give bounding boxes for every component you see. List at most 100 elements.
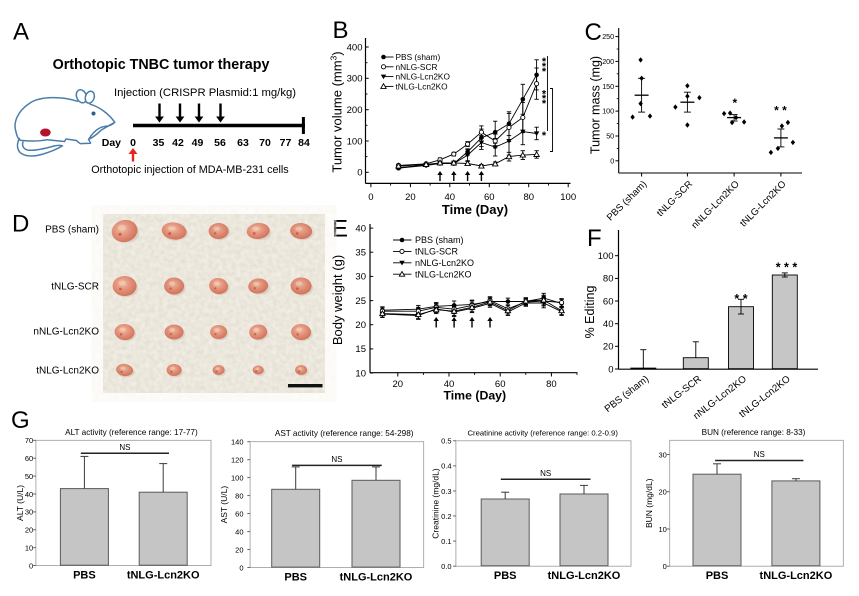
svg-text:tNLG-SCR: tNLG-SCR [51,282,99,293]
svg-text:80: 80 [523,192,534,203]
svg-text:tNLG-Lcn2KO: tNLG-Lcn2KO [396,81,449,91]
svg-text:0: 0 [610,156,614,165]
svg-text:*: * [542,98,547,110]
svg-text:0: 0 [239,563,243,572]
svg-text:tNLG-Lcn2KO: tNLG-Lcn2KO [36,366,99,377]
svg-text:20: 20 [235,545,243,554]
svg-text:Day: Day [102,137,121,149]
svg-text:PBS: PBS [73,570,96,582]
svg-text:*: * [542,66,547,78]
svg-text:tNLG-Lcn2KO: tNLG-Lcn2KO [415,269,472,279]
svg-text:60: 60 [495,379,506,390]
svg-text:Creatinine activity (reference: Creatinine activity (reference range: 0.… [467,428,618,437]
svg-text:nNLG-Lcn2KO: nNLG-Lcn2KO [396,72,451,82]
svg-text:50: 50 [606,132,614,141]
svg-text:ALT (U/L): ALT (U/L) [15,485,25,521]
svg-text:BUN (mg/dL): BUN (mg/dL) [644,478,654,528]
svg-text:*: * [542,61,547,73]
svg-text:Injection (CRISPR Plasmid:1 mg: Injection (CRISPR Plasmid:1 mg/kg) [114,87,296,99]
svg-text:42: 42 [172,137,184,149]
svg-text:0.3: 0.3 [441,487,451,496]
svg-text:40: 40 [445,192,456,203]
svg-text:60: 60 [484,192,495,203]
svg-text:40: 40 [235,527,243,536]
svg-text:200: 200 [347,105,363,116]
svg-text:0: 0 [29,561,33,570]
svg-text:BUN (reference range: 8-33): BUN (reference range: 8-33) [702,428,806,437]
svg-text:25: 25 [355,296,366,307]
svg-text:120: 120 [231,455,244,464]
svg-text:PBS (sham): PBS (sham) [605,179,649,223]
svg-text:Time (Day): Time (Day) [442,202,508,217]
svg-text:35: 35 [153,137,165,149]
svg-text:40: 40 [444,379,455,390]
svg-text:100: 100 [347,136,363,147]
svg-text:Orthotopic injection of MDA-MB: Orthotopic injection of MDA-MB-231 cells [91,164,289,176]
svg-text:60: 60 [25,454,33,463]
svg-text:10: 10 [355,368,366,379]
svg-text:40: 40 [603,319,614,330]
svg-text:* * *: * * * [776,261,798,275]
svg-text:70: 70 [25,436,33,445]
svg-text:tNLG-SCR: tNLG-SCR [660,374,704,411]
svg-text:30: 30 [658,450,666,459]
svg-text:F: F [587,225,602,252]
svg-text:84: 84 [298,137,310,149]
svg-text:AST activity (reference range:: AST activity (reference range: 54-298) [275,429,414,438]
svg-text:Tumor volume (mm3): Tumor volume (mm3) [329,51,345,172]
svg-text:10: 10 [658,525,666,534]
svg-text:NS: NS [540,469,551,478]
svg-text:*: * [542,93,547,105]
svg-text:nNLG-Lcn2KO: nNLG-Lcn2KO [415,258,474,268]
svg-text:77: 77 [280,137,292,149]
svg-text:140: 140 [231,438,244,447]
svg-text:100: 100 [602,107,614,116]
svg-text:G: G [11,407,30,434]
svg-text:63: 63 [237,137,249,149]
svg-text:A: A [13,19,29,46]
svg-text:tNLG-Lcn2KO: tNLG-Lcn2KO [738,179,788,229]
svg-text:PBS: PBS [706,570,729,582]
svg-text:80: 80 [603,274,614,285]
svg-text:tNLG-SCR: tNLG-SCR [415,247,459,257]
svg-text:B: B [333,17,349,44]
svg-text:*: * [542,88,547,100]
svg-text:D: D [12,211,29,238]
svg-text:0: 0 [357,168,362,179]
svg-text:49: 49 [192,137,204,149]
svg-text:20: 20 [603,342,614,353]
svg-text:0.1: 0.1 [441,537,451,546]
svg-text:50: 50 [25,472,33,481]
svg-text:0: 0 [608,364,613,375]
svg-text:tNLG-Lcn2KO: tNLG-Lcn2KO [548,570,621,582]
svg-text:20: 20 [25,526,33,535]
svg-text:30: 30 [25,508,33,517]
svg-text:tNLG-Lcn2KO: tNLG-Lcn2KO [760,570,833,582]
svg-text:Orthotopic TNBC tumor therapy: Orthotopic TNBC tumor therapy [53,57,270,73]
svg-text:80: 80 [546,379,557,390]
svg-text:30: 30 [355,272,366,283]
svg-text:35: 35 [355,248,366,259]
svg-text:0.5: 0.5 [441,437,451,446]
svg-text:tNLG-Lcn2KO: tNLG-Lcn2KO [340,572,413,584]
svg-text:40: 40 [355,223,366,234]
svg-text:NS: NS [119,443,130,452]
svg-text:Body weight (g): Body weight (g) [330,255,345,345]
svg-text:300: 300 [347,74,363,85]
svg-text:nNLG-Lcn2KO: nNLG-Lcn2KO [689,179,741,231]
svg-text:60: 60 [235,509,243,518]
svg-text:100: 100 [560,192,576,203]
svg-text:*: * [732,96,737,110]
svg-text:10: 10 [25,544,33,553]
svg-text:56: 56 [214,137,226,149]
svg-text:0: 0 [663,562,667,571]
svg-text:PBS (sham): PBS (sham) [396,52,441,62]
svg-text:PBS (sham): PBS (sham) [415,235,464,245]
svg-text:E: E [332,216,348,243]
svg-text:*: * [542,130,547,142]
svg-text:nNLG-SCR: nNLG-SCR [396,62,438,72]
svg-text:nNLG-Lcn2KO: nNLG-Lcn2KO [33,327,99,338]
svg-text:* *: * * [734,292,747,306]
svg-text:200: 200 [602,57,614,66]
svg-text:tNLG-SCR: tNLG-SCR [655,179,695,219]
